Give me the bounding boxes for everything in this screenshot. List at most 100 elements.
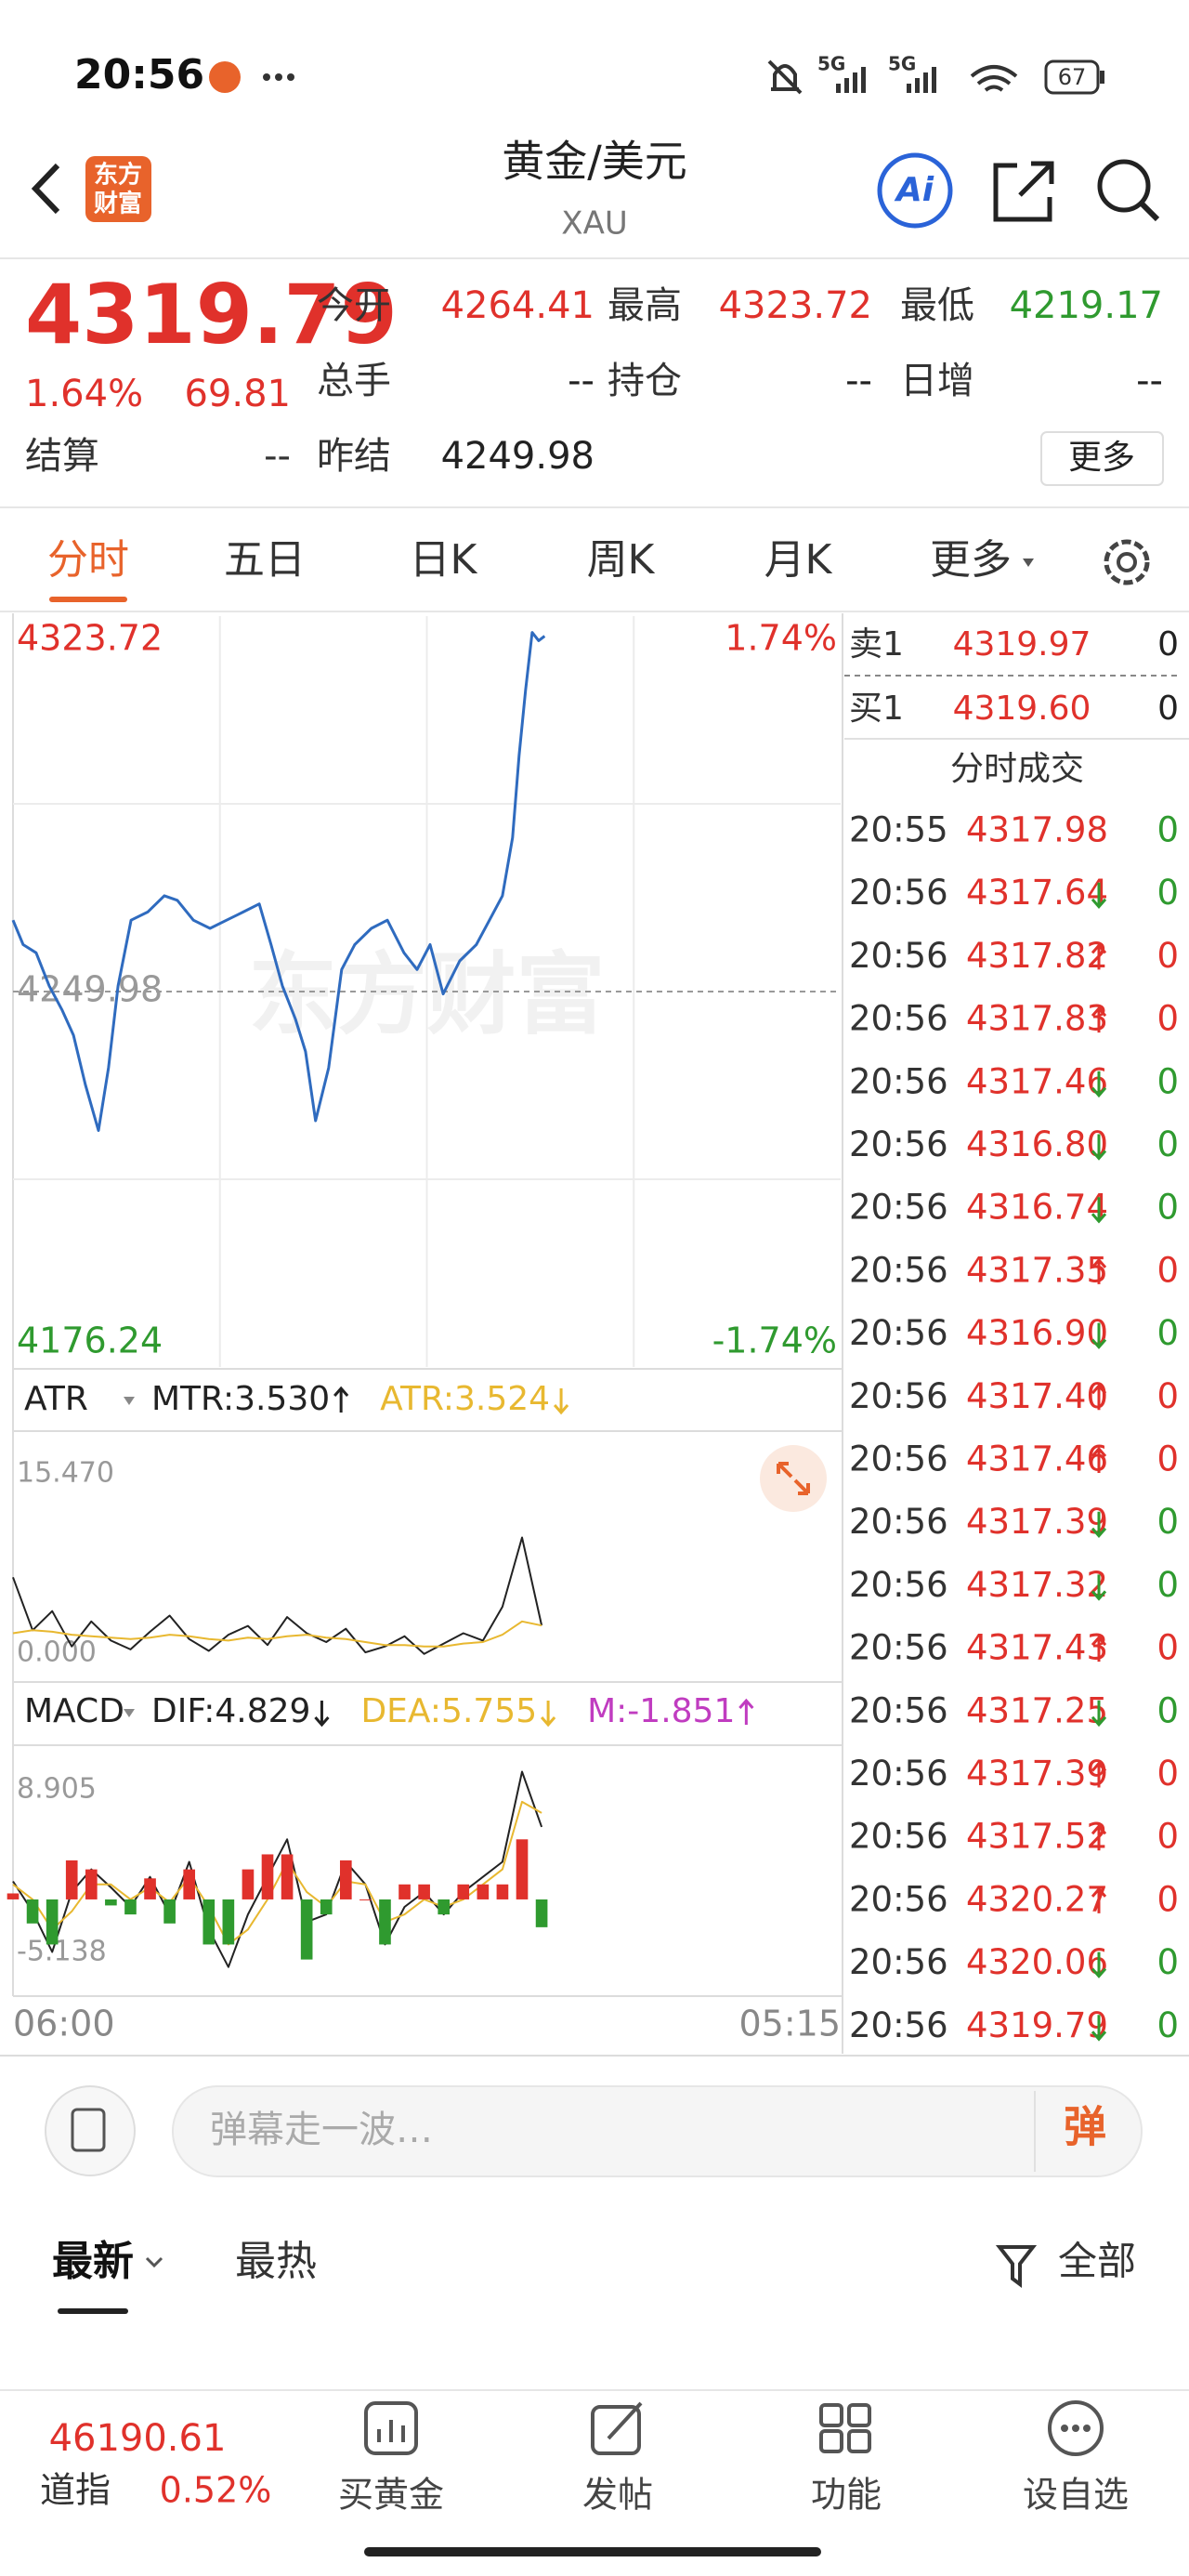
notify-icon	[209, 61, 241, 93]
ai-label: Ai	[894, 171, 934, 209]
histogram-bar	[85, 1869, 98, 1899]
field-value: --	[845, 360, 872, 402]
histogram-bar	[535, 1899, 548, 1927]
trade-time: 20:56	[849, 1817, 948, 1857]
trade-time: 20:56	[849, 1502, 948, 1542]
indicator-line	[12, 1800, 542, 1946]
index-name: 道指	[40, 2470, 111, 2511]
danmaku-button[interactable]: 弹	[1064, 2102, 1106, 2152]
histogram-bar	[457, 1884, 470, 1899]
back-button[interactable]	[31, 163, 60, 215]
page-title: 黄金/美元	[502, 137, 687, 187]
network-label: 5G	[817, 53, 845, 75]
trade-time: 20:56	[849, 936, 948, 976]
buy-icon[interactable]	[364, 2401, 418, 2455]
trade-arrow	[1091, 1635, 1107, 1663]
filter-label[interactable]: 全部	[1058, 2239, 1136, 2284]
trade-volume: 0	[1156, 999, 1179, 1039]
tab[interactable]: 更多	[930, 536, 1012, 584]
feed-tab[interactable]: 最新	[52, 2238, 134, 2285]
histogram-bar	[300, 1899, 313, 1960]
comment-bar	[45, 2085, 1143, 2177]
tab-indicator	[58, 2308, 128, 2314]
trade-volume: 0	[1156, 1565, 1179, 1605]
nav-label[interactable]: 发帖	[582, 2475, 653, 2516]
indicator-line	[12, 1536, 543, 1655]
histogram-bar	[477, 1884, 490, 1899]
tab[interactable]: 日K	[410, 536, 478, 584]
feed-tab[interactable]: 最热	[235, 2238, 317, 2285]
trade-time: 20:56	[849, 1439, 948, 1479]
battery-level: 67	[1058, 64, 1087, 90]
trade-volume: 0	[1156, 2005, 1179, 2045]
comment-input[interactable]	[172, 2085, 1143, 2177]
trade-price: 4320.06	[966, 1942, 1108, 1982]
histogram-bar	[379, 1899, 391, 1945]
field-label: 持仓	[608, 360, 682, 402]
trade-time: 20:56	[849, 1565, 948, 1605]
legend-entry: DIF:4.829	[151, 1692, 310, 1730]
trade-time: 20:56	[849, 1690, 948, 1730]
order-side: 买1	[849, 690, 904, 728]
trend-arrow	[553, 1388, 569, 1415]
tab[interactable]: 周K	[587, 536, 656, 584]
histogram-bar	[65, 1860, 78, 1899]
trade-time: 20:56	[849, 1250, 948, 1290]
function-icon[interactable]	[819, 2403, 843, 2427]
nav-label[interactable]: 功能	[811, 2475, 882, 2516]
histogram-bar	[7, 1893, 20, 1899]
y2-tick-label: 1.74%	[725, 618, 837, 659]
trade-time: 20:56	[849, 1124, 948, 1164]
y-tick-label: 0.000	[17, 1636, 97, 1669]
legend-entry: MTR:3.530	[151, 1380, 330, 1418]
tab[interactable]: 分时	[47, 536, 129, 584]
share-button[interactable]	[993, 161, 1054, 222]
trade-time: 20:56	[849, 1754, 948, 1794]
price-line	[11, 631, 546, 1132]
histogram-bar	[320, 1899, 333, 1915]
trend-arrow	[540, 1701, 556, 1728]
expand-button[interactable]	[760, 1445, 827, 1512]
trade-arrow	[1091, 1823, 1107, 1851]
trade-volume: 0	[1156, 873, 1179, 913]
settings-button[interactable]	[1104, 539, 1150, 585]
trade-price: 4316.80	[966, 1124, 1108, 1164]
search-button[interactable]	[1097, 159, 1160, 222]
index-change: 0.52%	[160, 2470, 272, 2511]
battery-icon	[1044, 59, 1100, 95]
trade-volume: 0	[1156, 1313, 1179, 1353]
order-volume: 0	[1157, 625, 1179, 664]
ai-button[interactable]	[877, 152, 953, 229]
trade-price: 4317.39	[966, 1502, 1108, 1542]
more-button[interactable]	[1040, 431, 1164, 486]
nav-label[interactable]: 买黄金	[338, 2475, 444, 2516]
nav-label[interactable]: 设自选	[1023, 2475, 1129, 2516]
filter-icon[interactable]	[995, 2245, 1038, 2288]
watchlist-icon[interactable]	[1048, 2400, 1104, 2456]
legend-entry: DEA:5.755	[360, 1692, 537, 1730]
trade-arrow	[1091, 1197, 1107, 1224]
field-label: 昨结	[317, 435, 391, 478]
trade-price: 4317.52	[966, 1817, 1108, 1857]
field-label: 最低	[900, 284, 974, 327]
trade-price: 4317.40	[966, 1376, 1108, 1416]
note-button[interactable]	[45, 2085, 136, 2176]
tab[interactable]: 五日	[224, 536, 306, 584]
tab[interactable]: 月K	[764, 536, 833, 584]
field-label: 结算	[25, 435, 99, 478]
order-price: 4319.60	[953, 690, 1091, 728]
trade-arrow	[1091, 1700, 1107, 1728]
trade-volume: 0	[1156, 1061, 1179, 1101]
histogram-bar	[46, 1899, 59, 1945]
more-button-label[interactable]: 更多	[1068, 439, 1135, 477]
histogram-bar	[105, 1899, 117, 1906]
legend-entry: ATR:3.524	[380, 1380, 550, 1418]
histogram-bar	[124, 1899, 137, 1915]
y2-tick-label: -1.74%	[712, 1321, 837, 1361]
dots	[1061, 2425, 1091, 2432]
dropdown-caret	[124, 1709, 135, 1717]
trade-price: 4319.79	[966, 2005, 1108, 2045]
post-icon[interactable]	[591, 2405, 641, 2455]
histogram-bar	[359, 1899, 372, 1900]
trade-price: 4320.27	[966, 1879, 1108, 1919]
